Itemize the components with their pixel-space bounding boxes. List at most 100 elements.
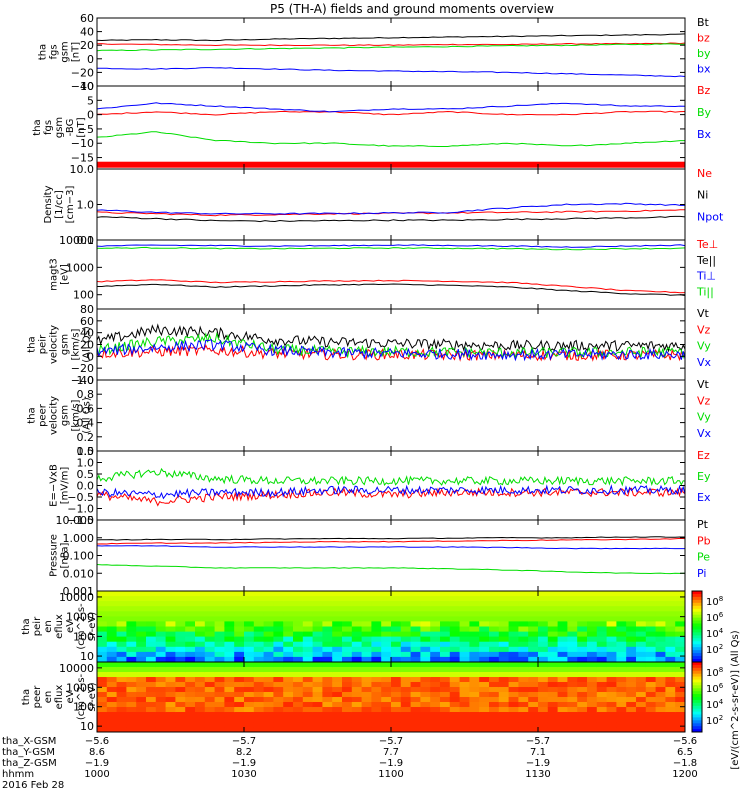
spectrogram-cell: [430, 621, 441, 628]
colorbar-segment: [692, 702, 702, 707]
spectrogram-cell: [302, 707, 314, 713]
spectrogram-cell: [518, 677, 529, 683]
legend-Vt: Vt: [697, 307, 710, 320]
spectrogram-cell: [361, 636, 372, 643]
spectrogram-cell: [351, 672, 363, 678]
spectrogram-cell: [675, 606, 685, 612]
spectrogram-cell: [391, 722, 402, 728]
spectrogram-cell: [342, 722, 353, 728]
spectrogram-cell: [126, 722, 137, 728]
spectrogram-cell: [440, 702, 451, 708]
colorbar-segment: [692, 591, 702, 595]
spectrogram-cell: [263, 656, 274, 662]
spectrogram-cell: [165, 692, 176, 698]
spectrogram-cell: [567, 616, 578, 623]
spectrogram-cell: [400, 636, 412, 643]
spectrogram-cell: [136, 636, 147, 643]
spectrogram-cell: [234, 707, 245, 713]
spectrogram-cell: [224, 682, 235, 688]
spectrogram-cell: [224, 672, 235, 678]
spectrogram-cell: [97, 662, 108, 668]
legend-Ni: Ni: [697, 189, 708, 202]
spectrogram-cell: [665, 611, 676, 617]
spectrogram-cell: [371, 616, 382, 623]
spectrogram-cell: [665, 606, 676, 612]
spectrogram-cell: [146, 727, 157, 732]
colorbar-segment: [692, 620, 702, 625]
x-row-value: −5.7: [379, 736, 403, 747]
spectrogram-cell: [479, 702, 490, 708]
series-layer: [97, 202, 685, 223]
spectrogram-cell: [204, 656, 216, 662]
legend-Pb: Pb: [697, 534, 711, 547]
spectrogram-cell: [430, 601, 441, 607]
spectrogram-cell: [273, 727, 284, 732]
spectrogram-cell: [587, 722, 598, 728]
spectrogram-cell: [126, 641, 137, 648]
spectrogram-cell: [342, 677, 353, 683]
spectrogram-cell: [626, 727, 637, 732]
spectrogram-cell: [371, 682, 382, 688]
spectrogram-cell: [567, 636, 578, 643]
spectrogram-cell: [185, 636, 196, 643]
colorbar-segment: [692, 720, 702, 724]
spectrogram-cell: [430, 727, 441, 732]
spectrogram-cell: [508, 662, 519, 668]
spectrogram-cell: [479, 626, 490, 633]
spectrogram-cell: [557, 631, 568, 638]
spectrogram-cell: [381, 677, 392, 683]
spectrogram-cell: [381, 717, 392, 723]
spectrogram-cell: [283, 662, 294, 668]
spectrogram-cell: [97, 727, 108, 732]
spectrogram-cell: [185, 667, 196, 673]
spectrogram-cell: [283, 631, 294, 638]
spectrogram-cell: [214, 682, 225, 688]
spectrogram-cell: [155, 707, 167, 713]
spectrogram-cell: [479, 591, 490, 597]
x-row-label: tha_Y-GSM: [2, 747, 55, 758]
spectrogram-cell: [547, 697, 559, 703]
colorbar-segment: [692, 664, 702, 669]
colorbar-segment: [692, 599, 702, 604]
spectrogram-cell: [489, 656, 500, 662]
spectrogram-cell: [165, 722, 176, 728]
spectrogram-cell: [489, 712, 500, 718]
spectrogram-cell: [645, 702, 657, 708]
spectrogram-cell: [567, 606, 578, 612]
spectrogram-cell: [449, 631, 461, 638]
spectrogram-cell: [538, 656, 549, 662]
spectrogram-cell: [596, 702, 608, 708]
spectrogram-cell: [400, 717, 412, 723]
y-tick-label: 1.5: [77, 445, 95, 458]
spectrogram-cell: [430, 697, 441, 703]
y-axis-label-line: peer: [32, 685, 43, 709]
spectrogram-cell: [273, 646, 284, 653]
spectrogram-cell: [126, 591, 137, 597]
spectrogram-cell: [469, 641, 480, 648]
x-row-value: −5.7: [232, 736, 256, 747]
spectrogram-cell: [97, 606, 108, 612]
spectrogram-cell: [302, 672, 314, 678]
spectrogram-cell: [449, 611, 461, 617]
spectrogram-cell: [273, 616, 284, 623]
spectrogram-cell: [293, 646, 304, 653]
spectrogram-cell: [302, 611, 314, 617]
spectrogram-cell: [165, 601, 176, 607]
spectrogram-cell: [440, 687, 451, 693]
spectrogram-cell: [195, 636, 206, 643]
spectrogram-cell: [508, 631, 519, 638]
spectrogram-cell: [430, 722, 441, 728]
spectrogram-cell: [116, 727, 127, 732]
spectrogram-cell: [263, 707, 274, 713]
spectrogram-cell: [449, 667, 461, 673]
spectrogram-cell: [371, 722, 382, 728]
spectrogram-cell: [342, 697, 353, 703]
spectrogram-cell: [645, 717, 657, 723]
spectrogram-cell: [126, 677, 137, 683]
spectrogram-cell: [126, 687, 137, 693]
spectrogram-cell: [263, 667, 274, 673]
spectrogram-cell: [391, 682, 402, 688]
spectrogram-cell: [655, 667, 666, 673]
y-tick-label: 0.100: [63, 550, 95, 563]
